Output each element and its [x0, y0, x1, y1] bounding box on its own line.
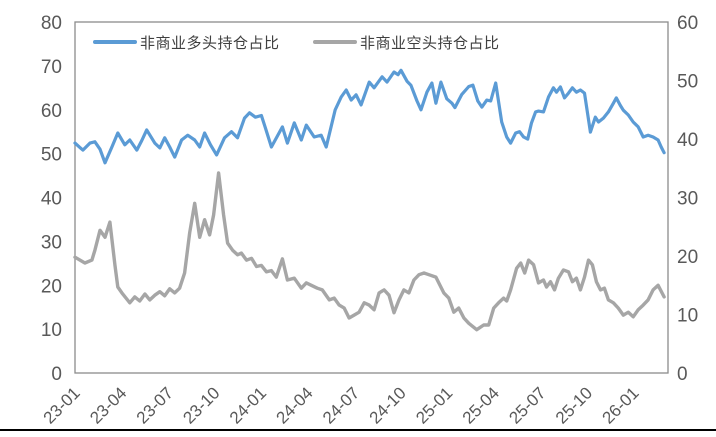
x-axis-tick-label: 25-07 — [505, 383, 549, 427]
y-axis-right-tick-label: 20 — [677, 247, 698, 268]
plot-border — [74, 21, 669, 374]
x-axis-tick-label: 26-01 — [598, 383, 642, 427]
x-axis-tick-label: 24-07 — [319, 383, 363, 427]
y-axis-left-tick-label: 50 — [41, 145, 62, 166]
series-line-long — [73, 68, 666, 165]
y-axis-right-tick-label: 50 — [677, 72, 698, 93]
bottom-border-rule — [0, 429, 716, 431]
y-axis-right-tick-label: 30 — [677, 189, 698, 210]
y-axis-left-tick-label: 40 — [41, 189, 62, 210]
x-axis-tick-label: 23-10 — [179, 383, 223, 427]
x-axis-tick-label: 25-10 — [552, 383, 596, 427]
series-line-short — [73, 171, 666, 332]
y-axis-right-tick-label: 10 — [677, 306, 698, 327]
x-axis-tick-label: 23-01 — [40, 383, 84, 427]
y-axis-left-tick-label: 20 — [41, 276, 62, 297]
y-axis-left-tick-label: 30 — [41, 232, 62, 253]
y-axis-right-tick-label: 60 — [677, 13, 698, 34]
x-axis-tick-label: 23-04 — [86, 383, 130, 427]
y-axis-left-tick-label: 0 — [51, 364, 62, 385]
y-axis-left-tick-label: 70 — [41, 57, 62, 78]
x-axis-tick-label: 24-10 — [366, 383, 410, 427]
y-axis-right-tick-label: 40 — [677, 130, 698, 151]
x-axis-tick-label: 25-01 — [412, 383, 456, 427]
x-axis-tick-label: 24-01 — [226, 383, 270, 427]
y-axis-left-tick-label: 80 — [41, 13, 62, 34]
y-axis-right-tick-label: 0 — [677, 364, 688, 385]
y-axis-left-tick-label: 60 — [41, 101, 62, 122]
x-axis-tick-label: 24-04 — [272, 383, 316, 427]
x-axis-tick-label: 23-07 — [133, 383, 177, 427]
y-axis-left-tick-label: 10 — [41, 320, 62, 341]
x-axis-tick-label: 25-04 — [459, 383, 503, 427]
